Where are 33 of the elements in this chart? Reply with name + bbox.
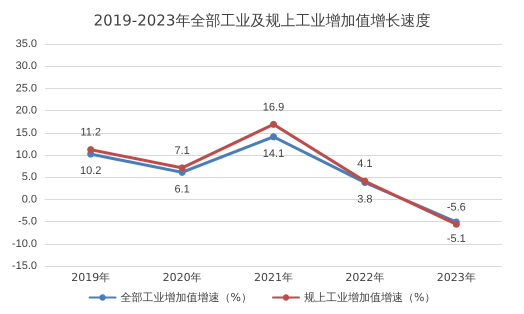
x-tick-label: 2020年 [162,271,202,284]
text: 20.0 [16,104,37,117]
point [87,146,94,154]
x-tick-label: 2023年 [436,271,476,284]
legend-label: 全部工业增加值增速（%） [120,291,252,304]
legend-label: 规上工业增加值增速（%） [304,291,436,304]
text: 0.0 [22,193,37,206]
point [270,133,277,140]
data-label: 3.8 [357,194,373,206]
text: 35.0 [16,38,37,50]
x-tick-label: 2022年 [345,271,384,284]
text: 25.0 [16,82,37,94]
x-tick-label: 2019年 [71,271,110,284]
data-label: 10.2 [80,165,102,178]
text: 15.0 [16,126,37,139]
text: 10.0 [16,149,37,161]
x-tick-label: 2021年 [254,271,293,284]
text: 30.0 [16,60,37,72]
data-label: 14.1 [262,148,284,160]
data-label: 11.2 [80,126,101,139]
point [178,164,186,172]
data-label: -5.1 [446,233,466,246]
text: -5.0 [18,216,37,228]
data-label: 4.1 [357,158,373,170]
data-label: -5.6 [446,201,466,214]
text: -15.0 [12,260,37,272]
data-label: 7.1 [174,144,190,157]
point [270,120,277,128]
chart-title: 2019-2023年全部工业及规上工业增加值增长速度 [94,12,430,30]
data-label: 6.1 [174,183,190,196]
text: -10.0 [12,238,37,250]
text: 5.0 [22,171,37,184]
data-label: 16.9 [262,101,284,114]
